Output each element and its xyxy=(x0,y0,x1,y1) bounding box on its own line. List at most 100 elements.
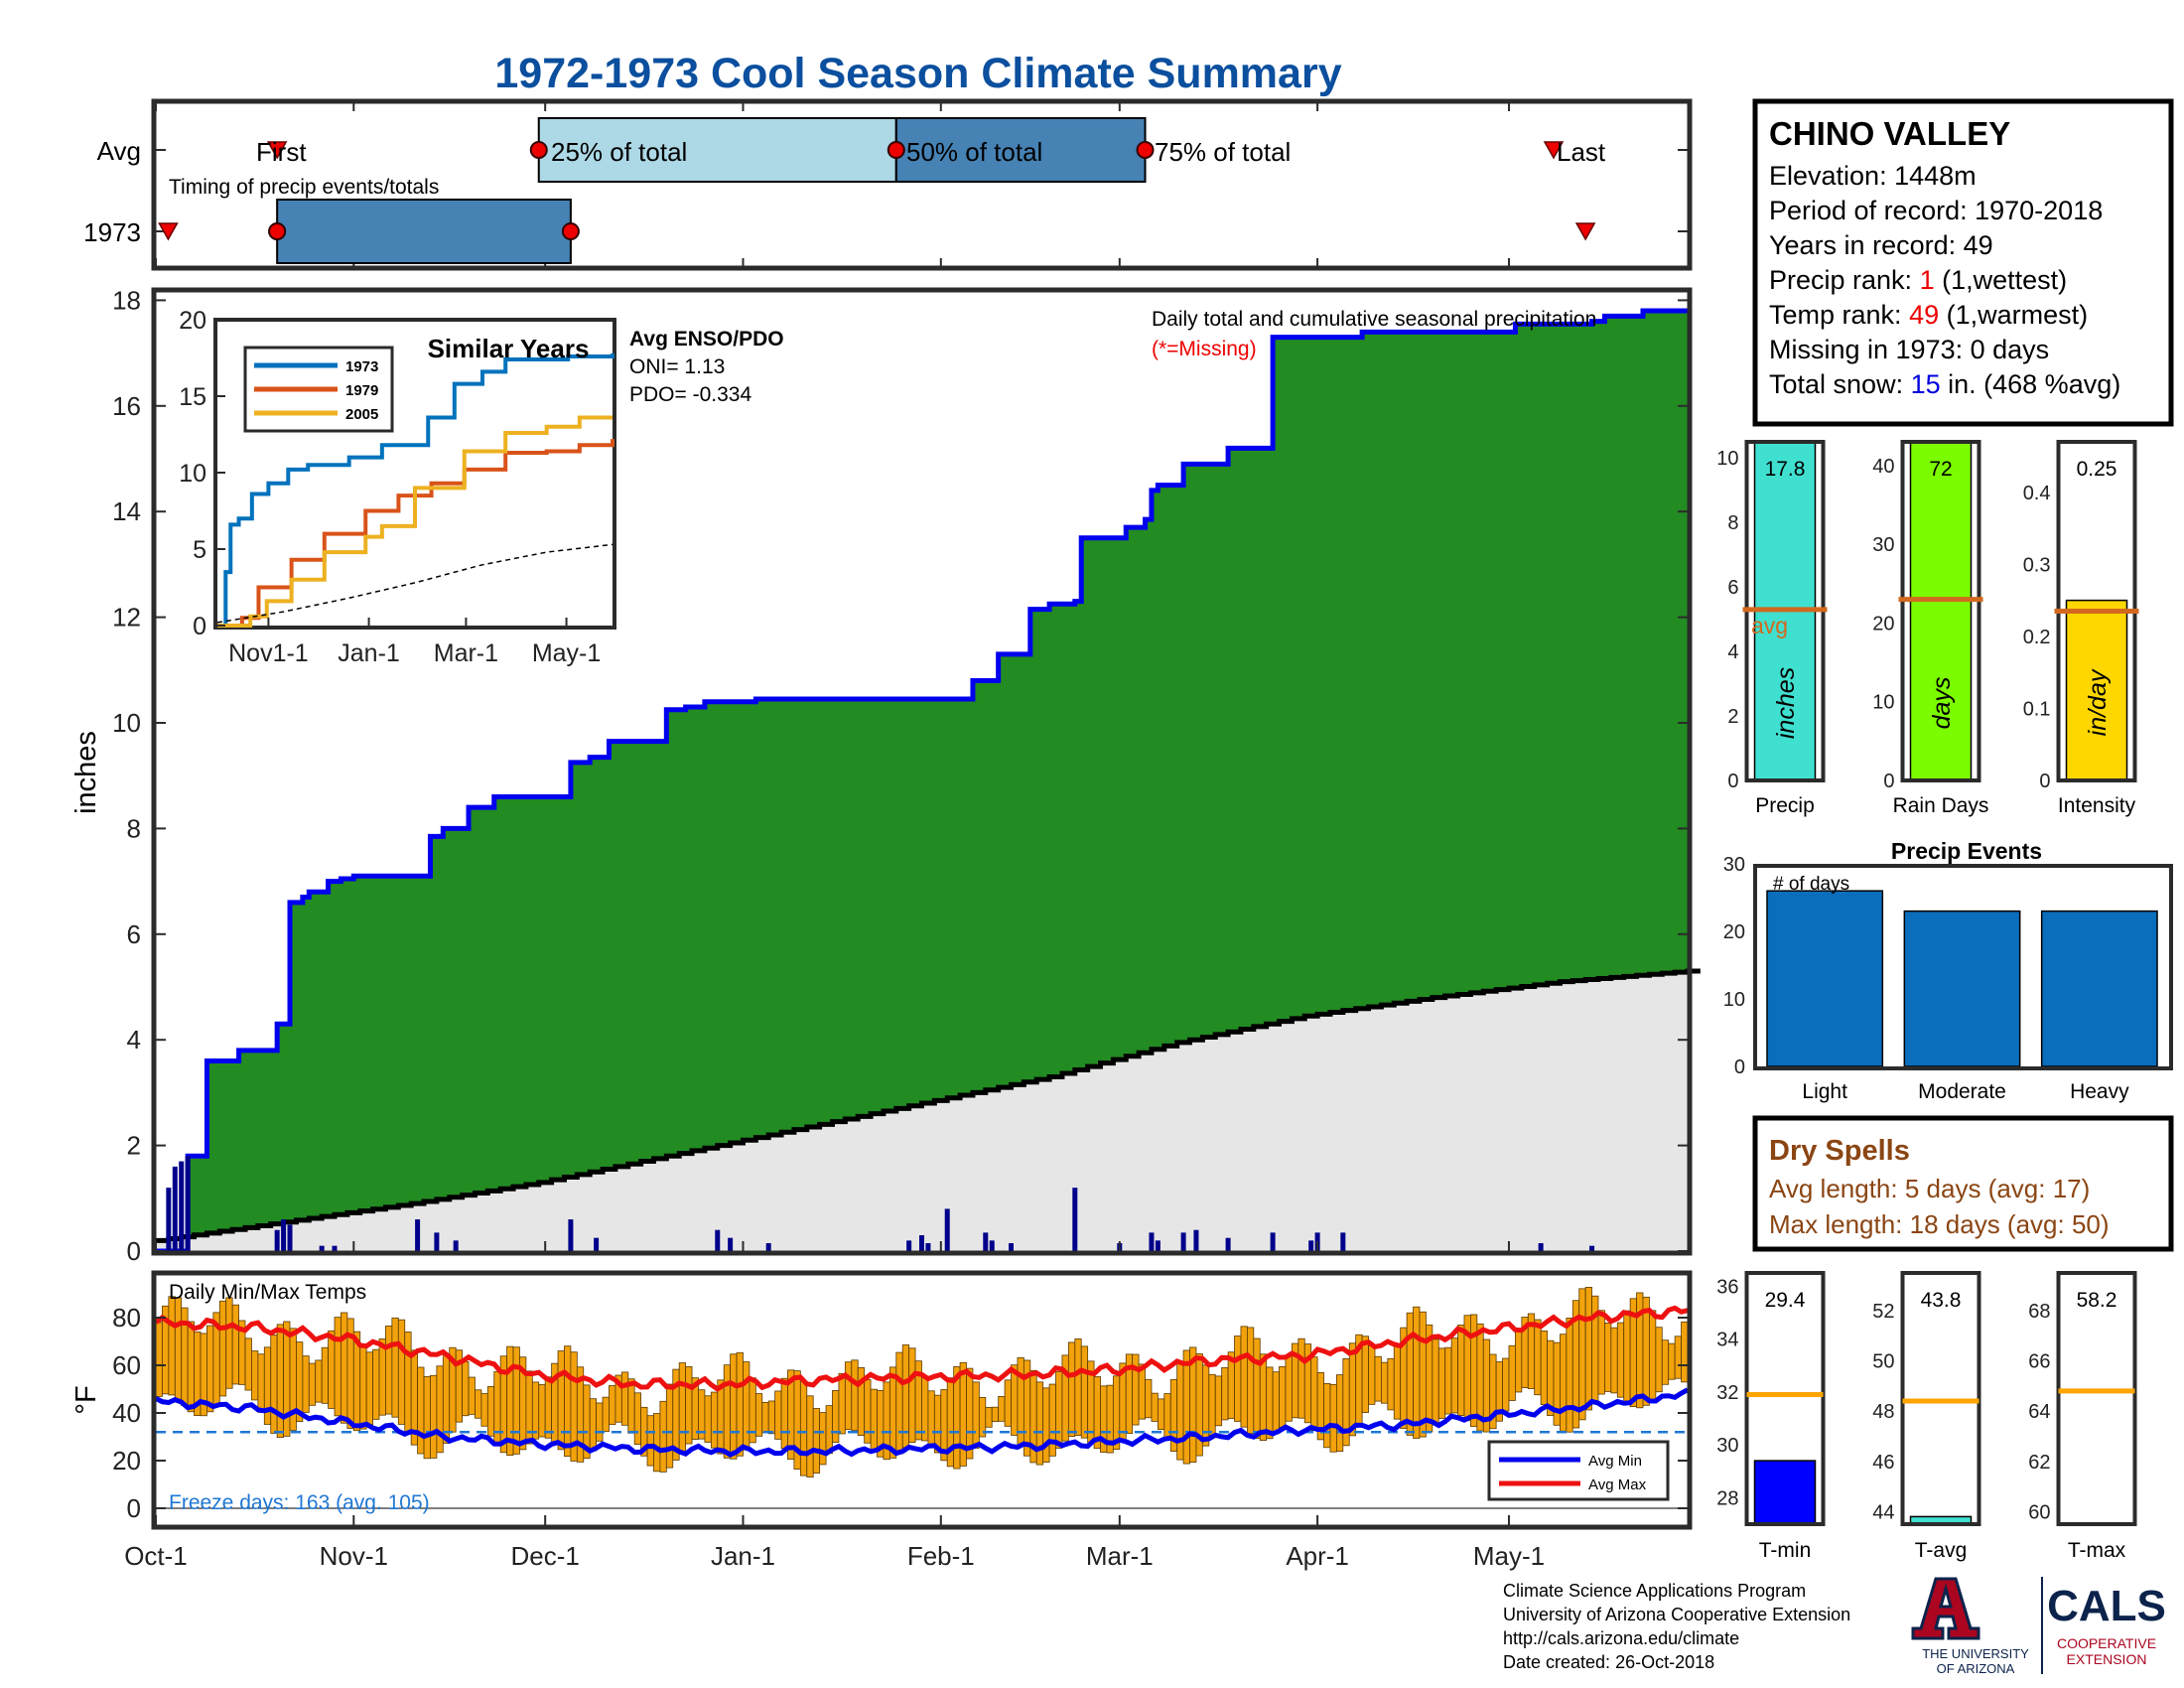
daily-precip-bar xyxy=(434,1232,440,1251)
daily-precip-bar xyxy=(728,1237,734,1251)
precip-avg-label: avg xyxy=(1751,613,1788,638)
small-panel-value-raindays: 72 xyxy=(1929,458,1952,481)
logo-coop-line2: EXTENSION xyxy=(2067,1651,2147,1667)
daily-temp-bar xyxy=(538,1384,546,1438)
avg-max-line xyxy=(154,1305,1689,1392)
daily-temp-bar xyxy=(819,1412,827,1466)
temp-panel-frame-tmin xyxy=(1744,1271,1826,1526)
daily-temp-bar xyxy=(1067,1341,1076,1437)
temp-panel-ytick: 66 xyxy=(2028,1351,2050,1373)
daily-temp-bar xyxy=(678,1362,687,1453)
x-tick-label: Feb-1 xyxy=(907,1541,975,1571)
x-tick-label: Apr-1 xyxy=(1286,1541,1349,1571)
daily-temp-bar xyxy=(972,1381,980,1449)
daily-temp-bar xyxy=(985,1407,993,1428)
daily-temp-bar xyxy=(321,1346,329,1404)
small-panel-unit-precip: inches xyxy=(1772,667,1800,739)
daily-temp-bar xyxy=(436,1365,444,1454)
daily-temp-bar xyxy=(1157,1398,1165,1431)
temp-panel-value-tavg: 43.8 xyxy=(1921,1289,1962,1312)
inset-plot-area xyxy=(216,352,614,628)
daily-temp-bar xyxy=(1272,1371,1280,1435)
station-elevation: Elevation: 1448m xyxy=(1769,161,1977,191)
daily-temp-bar xyxy=(870,1388,878,1452)
timing-marks xyxy=(155,103,1688,266)
shared-x-ticks: Oct-1 Nov-1 Dec-1 Jan-1 Feb-1 Mar-1 Apr-1 May-1 xyxy=(124,1241,1545,1571)
daily-temp-bar xyxy=(1335,1374,1344,1453)
similar-years-inset: 0 5 10 15 20 Nov1-1 Jan-1 Mar-1 May-1 Similar Ye… xyxy=(179,307,616,667)
inset-series-1973 xyxy=(217,352,614,628)
daily-temp-bar xyxy=(1374,1355,1382,1402)
dry-spells-title: Dry Spells xyxy=(1769,1135,1910,1167)
daily-temp-bar xyxy=(627,1378,635,1434)
temp-panel-ytick: 50 xyxy=(1872,1351,1894,1373)
inset-xtick-label: Mar-1 xyxy=(434,639,498,667)
precip-rank: Precip rank: 1 (1,wettest) xyxy=(1769,265,2067,295)
temp-panel-bg-tavg xyxy=(1902,1273,1979,1524)
enso-title: Avg ENSO/PDO xyxy=(629,328,784,351)
small-panel-ytick: 8 xyxy=(1727,512,1738,534)
daily-precip-bar xyxy=(715,1229,721,1251)
inset-series-1979 xyxy=(217,439,614,628)
x-tick-label: May-1 xyxy=(1473,1541,1545,1571)
daily-precip-bar xyxy=(1270,1232,1276,1251)
daily-temp-bar xyxy=(341,1312,348,1424)
daily-precip-bar xyxy=(568,1219,574,1251)
temp-ytick-label: 40 xyxy=(112,1398,141,1428)
small-panel-ytick: 0 xyxy=(1727,771,1738,792)
daily-temp-bar xyxy=(442,1353,451,1444)
daily-temp-bar xyxy=(1348,1342,1357,1437)
daily-precip-bar xyxy=(1340,1232,1346,1251)
daily-temp-bar xyxy=(1681,1321,1689,1383)
temp-panel-value-tmin: 29.4 xyxy=(1765,1289,1806,1312)
daily-temp-bar xyxy=(1151,1392,1159,1422)
daily-temp-bar xyxy=(1616,1322,1625,1398)
daily-temp-bar xyxy=(1540,1331,1548,1405)
daily-precip-bar xyxy=(281,1219,287,1251)
daily-temp-bar xyxy=(251,1350,259,1401)
avg-last-marker xyxy=(1543,141,1565,160)
daily-precip-bar xyxy=(1589,1245,1595,1251)
daily-temp-bar xyxy=(1042,1387,1050,1463)
daily-temp-bar xyxy=(257,1353,265,1413)
daily-temp-bar xyxy=(633,1392,642,1445)
daily-temp-bar xyxy=(468,1376,476,1415)
main-ytick-label: 4 xyxy=(127,1025,141,1055)
daily-temp-bar xyxy=(851,1359,859,1431)
daily-precip-bar xyxy=(765,1243,771,1251)
daily-temp-bar xyxy=(1048,1383,1056,1457)
daily-temp-bar xyxy=(1623,1310,1631,1403)
daily-temp-bar xyxy=(589,1398,598,1452)
logo-ua-line1: THE UNIVERSITY xyxy=(1922,1646,2029,1661)
main-ylabel: inches xyxy=(70,731,102,814)
daily-temp-bar xyxy=(1560,1334,1568,1432)
timing-first-label: First xyxy=(256,137,307,167)
daily-temp-bar xyxy=(1323,1382,1331,1449)
daily-temp-bar xyxy=(1502,1357,1510,1412)
temp-ytick-label: 80 xyxy=(112,1303,141,1333)
daily-temp-bar xyxy=(302,1355,310,1413)
temp-rank: Temp rank: 49 (1,warmest) xyxy=(1769,300,2088,330)
daily-temp-bar xyxy=(187,1321,195,1413)
inset-ytick-label: 15 xyxy=(179,383,206,411)
event-ytick: 20 xyxy=(1723,921,1745,943)
daily-temp-bar xyxy=(1668,1342,1676,1380)
daily-temp-bar xyxy=(397,1319,406,1425)
daily-temp-bar xyxy=(225,1297,233,1389)
temp-panel-ytick: 62 xyxy=(2028,1452,2050,1474)
small-panel-ytick: 0.4 xyxy=(2023,483,2051,504)
total-snow: Total snow: 15 in. (468 %avg) xyxy=(1769,369,2120,399)
daily-temp-bar xyxy=(1310,1356,1318,1432)
daily-precip-bar xyxy=(925,1243,931,1251)
daily-temp-bar xyxy=(270,1335,278,1434)
daily-temp-bar xyxy=(512,1346,520,1455)
daily-temp-bar xyxy=(1259,1353,1268,1441)
small-panel-label-raindays: Rain Days xyxy=(1893,794,1989,817)
small-panel-ytick: 0.3 xyxy=(2023,554,2051,576)
daily-temp-bar xyxy=(391,1317,399,1418)
footer: Climate Science Applications Program Uni… xyxy=(1503,1581,1850,1672)
temp-ytick-label: 20 xyxy=(112,1446,141,1476)
main-y-ticks: 0 2 4 6 8 10 12 14 16 18 xyxy=(112,285,1688,1266)
event-category-label: Light xyxy=(1802,1080,1847,1103)
average-cumulative-line xyxy=(156,968,1701,1243)
